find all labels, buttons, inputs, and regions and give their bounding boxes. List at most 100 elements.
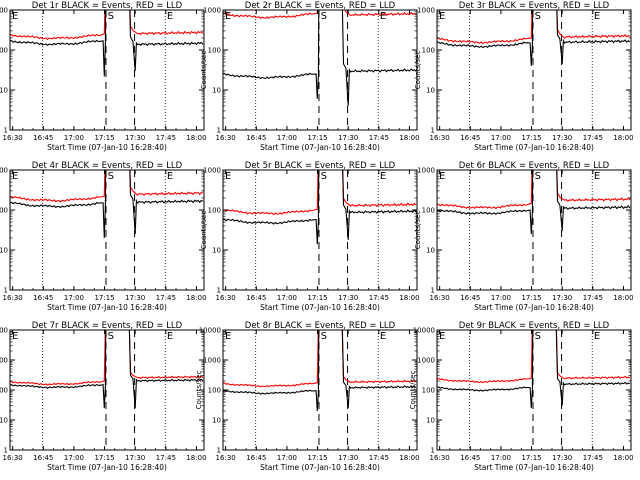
x-tick-label: 17:30 <box>125 294 145 302</box>
x-tick-label: 17:45 <box>369 294 389 302</box>
lld-series-line <box>437 10 631 45</box>
marker-label: E <box>12 171 18 182</box>
y-tick-label: 10 <box>426 87 435 95</box>
x-tick-label: 16:45 <box>246 454 266 462</box>
x-tick-label: 17:00 <box>64 294 84 302</box>
y-tick-label: 1 <box>4 127 8 135</box>
lld-series-line <box>10 170 204 203</box>
y-tick-label: 100 <box>208 47 221 55</box>
x-tick-label: 17:45 <box>369 134 389 142</box>
y-axis-label: Counts/sec <box>200 51 208 90</box>
y-tick-label: 100 <box>422 47 435 55</box>
x-tick-label: 17:15 <box>307 134 327 142</box>
y-tick-label: 10 <box>0 87 8 95</box>
y-axis-label: Counts/sec <box>414 211 422 250</box>
y-tick-label: 10 <box>212 87 221 95</box>
panel-data <box>437 170 631 290</box>
events-series-line <box>10 170 204 239</box>
panel-data <box>437 10 631 130</box>
lld-series-line <box>223 330 417 388</box>
x-tick-label: 18:00 <box>613 294 633 302</box>
x-tick-label: 18:00 <box>186 454 206 462</box>
x-axis-label: Start Time (07-Jan-10 16:28:40) <box>474 463 594 472</box>
x-tick-label: 17:45 <box>583 294 603 302</box>
x-axis-label: Start Time (07-Jan-10 16:28:40) <box>47 463 167 472</box>
y-tick-label: 100 <box>0 207 8 215</box>
y-tick-label: 1 <box>431 447 435 455</box>
y-tick-label: 1000 <box>0 7 8 15</box>
x-tick-label: 16:45 <box>460 454 480 462</box>
y-tick-label: 1 <box>431 287 435 295</box>
panel-title: Det 8r BLACK = Events, RED = LLD <box>245 321 396 331</box>
x-tick-label: 17:00 <box>491 294 511 302</box>
y-axis-label: Counts/sec <box>200 211 208 250</box>
panel-data <box>437 330 631 450</box>
x-tick-label: 16:45 <box>246 134 266 142</box>
x-tick-label: 16:30 <box>3 134 23 142</box>
marker-label: E <box>225 11 231 22</box>
y-tick-label: 1 <box>217 287 221 295</box>
panel-data <box>10 170 204 290</box>
marker-label: S <box>321 331 327 342</box>
panel-data <box>223 330 417 450</box>
marker-label: E <box>225 171 231 182</box>
marker-label: E <box>12 11 18 22</box>
x-tick-label: 17:30 <box>552 134 572 142</box>
panel-title: Det 3r BLACK = Events, RED = LLD <box>459 1 610 11</box>
marker-label: S <box>108 171 114 182</box>
x-axis-label: Start Time (07-Jan-10 16:28:40) <box>260 143 380 152</box>
y-tick-label: 10 <box>212 247 221 255</box>
x-tick-label: 17:30 <box>338 454 358 462</box>
x-tick-label: 17:00 <box>64 134 84 142</box>
x-tick-label: 17:15 <box>521 294 541 302</box>
marker-label: E <box>439 331 445 342</box>
x-tick-label: 17:30 <box>125 134 145 142</box>
x-tick-label: 17:45 <box>583 134 603 142</box>
x-tick-label: 16:45 <box>460 134 480 142</box>
panel-title: Det 7r BLACK = Events, RED = LLD <box>32 321 183 331</box>
x-tick-label: 17:45 <box>156 294 176 302</box>
x-tick-label: 16:30 <box>430 454 450 462</box>
y-tick-label: 10 <box>0 417 8 425</box>
x-tick-label: 17:00 <box>491 454 511 462</box>
panel-title: Det 1r BLACK = Events, RED = LLD <box>32 1 183 11</box>
x-tick-label: 18:00 <box>186 294 206 302</box>
x-tick-label: 16:30 <box>430 294 450 302</box>
y-tick-label: 10 <box>0 247 8 255</box>
events-series-line <box>223 10 417 106</box>
x-tick-label: 18:00 <box>399 134 419 142</box>
marker-label: E <box>380 11 386 22</box>
y-tick-label: 1000 <box>0 357 8 365</box>
marker-label: E <box>439 171 445 182</box>
panel-title: Det 5r BLACK = Events, RED = LLD <box>245 161 396 171</box>
y-tick-label: 100 <box>208 207 221 215</box>
events-series-line <box>437 10 631 66</box>
x-tick-label: 16:45 <box>33 454 53 462</box>
marker-label: E <box>594 331 600 342</box>
events-series-line <box>223 170 417 245</box>
x-tick-label: 16:30 <box>216 134 236 142</box>
marker-label: S <box>321 171 327 182</box>
panel-frame <box>222 9 418 131</box>
marker-label: S <box>321 11 327 22</box>
y-tick-label: 10000 <box>199 327 221 335</box>
marker-label: E <box>167 11 173 22</box>
x-axis-label: Start Time (07-Jan-10 16:28:40) <box>260 463 380 472</box>
y-tick-label: 10 <box>426 417 435 425</box>
x-tick-label: 18:00 <box>399 454 419 462</box>
panel-frame <box>222 329 418 451</box>
panel-frame <box>9 329 205 451</box>
y-tick-label: 10000 <box>0 327 8 335</box>
panel-title: Det 2r BLACK = Events, RED = LLD <box>245 1 396 11</box>
lld-series-line <box>223 10 417 20</box>
y-axis-label: Counts/sec <box>414 51 422 90</box>
y-tick-label: 1000 <box>417 357 435 365</box>
y-tick-label: 1 <box>217 447 221 455</box>
y-tick-label: 1 <box>431 127 435 135</box>
lld-series-line <box>10 10 204 41</box>
x-axis-label: Start Time (07-Jan-10 16:28:40) <box>47 303 167 312</box>
